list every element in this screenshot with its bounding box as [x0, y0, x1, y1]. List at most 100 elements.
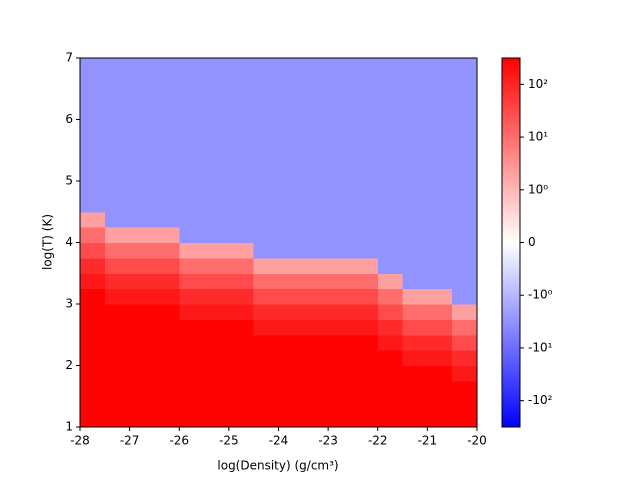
heatmap-cell — [303, 211, 329, 228]
heatmap-cell — [104, 288, 131, 305]
heatmap-cell — [154, 411, 180, 428]
heatmap-cell — [204, 350, 230, 366]
heatmap-cell — [253, 334, 279, 351]
heatmap-cell — [402, 119, 428, 136]
heatmap-cell — [204, 181, 230, 197]
heatmap-cell — [129, 350, 155, 366]
heatmap-cell — [278, 119, 304, 136]
colorbar-tick-label: 10² — [528, 77, 548, 91]
heatmap-cell — [104, 119, 131, 136]
heatmap-cell — [204, 273, 230, 290]
heatmap-cell — [228, 196, 255, 213]
heatmap-cell — [278, 134, 304, 151]
heatmap-cell — [328, 396, 354, 413]
heatmap-cell — [427, 350, 453, 366]
heatmap-cell — [328, 58, 354, 74]
heatmap-cell — [377, 273, 404, 290]
heatmap-cell — [452, 104, 478, 120]
heatmap-cell — [253, 165, 279, 182]
heatmap-cell — [104, 73, 131, 90]
heatmap-cell — [427, 396, 453, 413]
heatmap-cell — [402, 58, 428, 74]
heatmap-cell — [154, 211, 180, 228]
heatmap-cell — [179, 134, 205, 151]
heatmap-cell — [228, 396, 255, 413]
heatmap-cell — [204, 150, 230, 167]
heatmap-cell — [154, 150, 180, 167]
heatmap-cell — [402, 304, 428, 320]
heatmap-cell — [328, 104, 354, 120]
heatmap-cell — [204, 196, 230, 213]
y-axis-label: log(T) (K) — [41, 214, 55, 270]
heatmap-cell — [104, 365, 131, 382]
heatmap-cell — [328, 304, 354, 320]
colorbar-tick-label: 10¹ — [528, 130, 548, 144]
heatmap-cell — [179, 380, 205, 397]
heatmap-cell — [452, 227, 478, 243]
heatmap-cell — [154, 165, 180, 182]
heatmap-cell — [328, 257, 354, 274]
heatmap-cell — [80, 150, 106, 167]
heatmap-cell — [402, 88, 428, 105]
heatmap-cell — [402, 165, 428, 182]
heatmap-cell — [129, 304, 155, 320]
heatmap-cell — [303, 350, 329, 366]
heatmap-cell — [278, 73, 304, 90]
heatmap-cell — [328, 227, 354, 243]
heatmap-cell — [154, 365, 180, 382]
heatmap-cell — [154, 273, 180, 290]
heatmap-cell — [328, 181, 354, 197]
heatmap-cell — [253, 257, 279, 274]
heatmap-cell — [228, 304, 255, 320]
heatmap-cell — [253, 273, 279, 290]
heatmap-cell — [328, 350, 354, 366]
heatmap-cell — [228, 165, 255, 182]
heatmap-cell — [129, 319, 155, 336]
heatmap-cell — [377, 119, 404, 136]
colorbar-tick-label: -10⁰ — [528, 288, 553, 302]
heatmap-cell — [80, 88, 106, 105]
heatmap-cell — [452, 150, 478, 167]
heatmap-cell — [452, 411, 478, 428]
heatmap-cell — [80, 196, 106, 213]
heatmap-cell — [452, 380, 478, 397]
heatmap-cell — [104, 242, 131, 259]
heatmap-cell — [179, 73, 205, 90]
heatmap-cell — [104, 150, 131, 167]
heatmap-cell — [228, 227, 255, 243]
heatmap-cell — [352, 104, 379, 120]
heatmap-cell — [278, 380, 304, 397]
heatmap-cell — [228, 58, 255, 74]
heatmap-cell — [278, 411, 304, 428]
y-tick-label: 5 — [65, 174, 73, 188]
heatmap-cell — [377, 396, 404, 413]
heatmap-cell — [228, 288, 255, 305]
heatmap-cell — [154, 319, 180, 336]
heatmap-cell — [303, 134, 329, 151]
heatmap-cell — [452, 181, 478, 197]
heatmap-cell — [303, 227, 329, 243]
heatmap-cell — [402, 73, 428, 90]
heatmap-cell — [352, 242, 379, 259]
heatmap-cell — [179, 181, 205, 197]
colorbar-tick-label: 0 — [528, 235, 536, 249]
heatmap-cell — [328, 211, 354, 228]
heatmap-cell — [427, 242, 453, 259]
heatmap-cell — [80, 104, 106, 120]
heatmap-cell — [352, 181, 379, 197]
heatmap-cell — [129, 273, 155, 290]
x-tick-label: -26 — [169, 434, 189, 448]
heatmap-cell — [253, 242, 279, 259]
heatmap-cell — [328, 88, 354, 105]
heatmap-cell — [253, 88, 279, 105]
heatmap-cell — [452, 365, 478, 382]
heatmap-cell — [278, 273, 304, 290]
heatmap-cell — [352, 196, 379, 213]
heatmap-cell — [328, 288, 354, 305]
heatmap-cell — [427, 181, 453, 197]
heatmap-cell — [352, 350, 379, 366]
heatmap-cell — [402, 380, 428, 397]
heatmap-cell — [204, 304, 230, 320]
heatmap-cell — [253, 411, 279, 428]
